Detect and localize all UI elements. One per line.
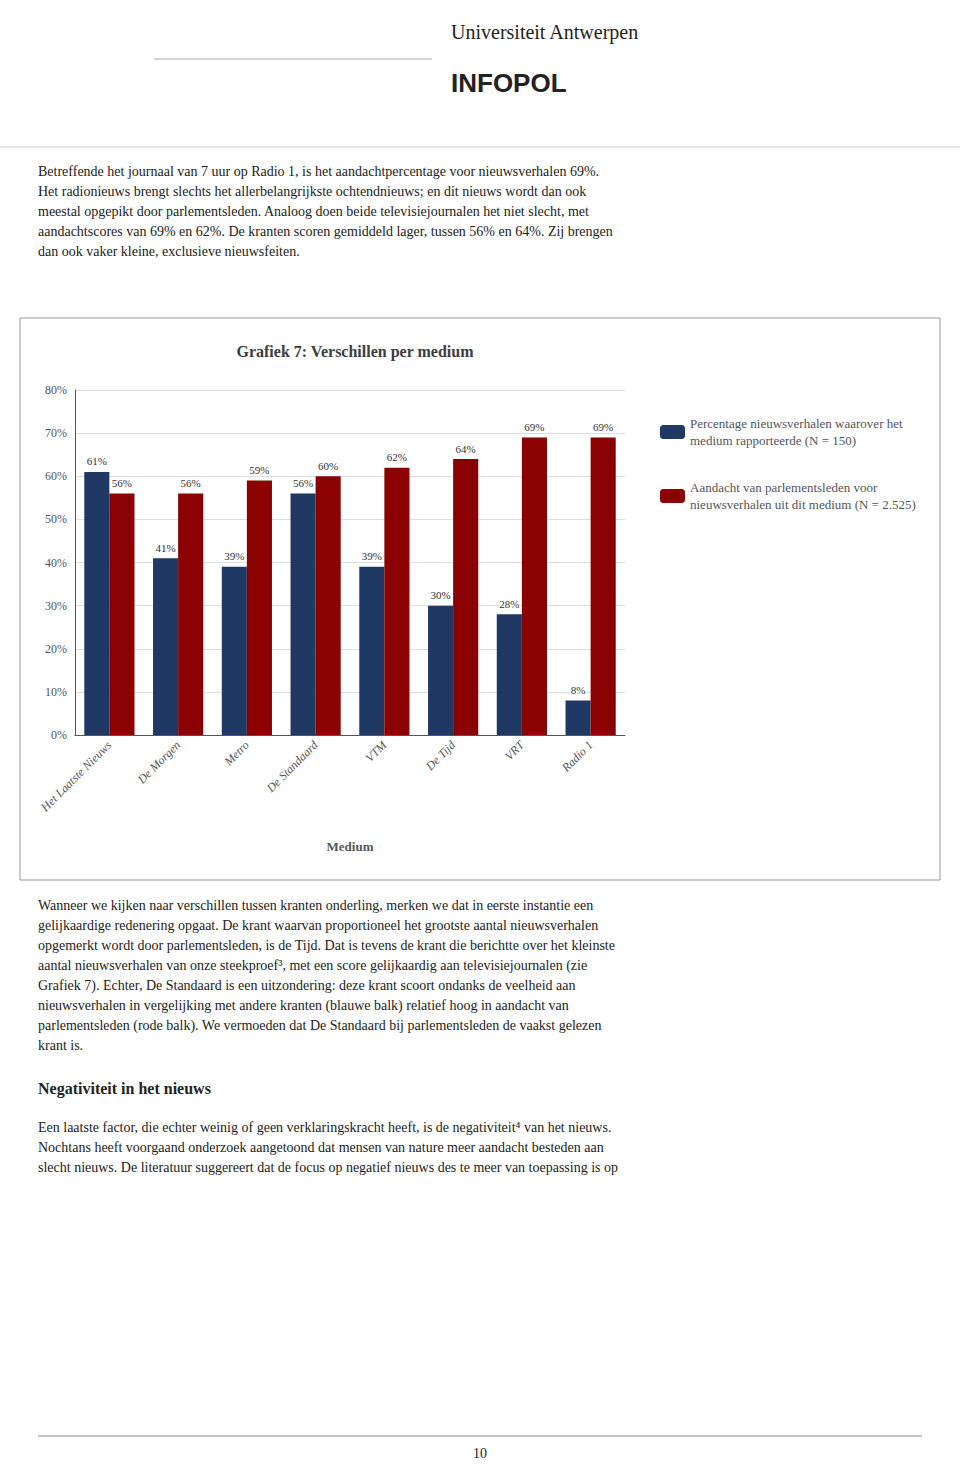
svg-text:69%: 69%	[524, 421, 544, 433]
svg-text:69%: 69%	[593, 421, 613, 433]
svg-text:slecht nieuws. De literatuur s: slecht nieuws. De literatuur suggereert …	[38, 1160, 618, 1175]
svg-text:10: 10	[473, 1446, 487, 1461]
svg-text:60%: 60%	[318, 460, 338, 472]
svg-text:nieuwsverhalen in vergelijking: nieuwsverhalen in vergelijking met ander…	[38, 998, 569, 1014]
svg-text:Het Laatste Nieuws: Het Laatste Nieuws	[37, 738, 114, 815]
svg-text:56%: 56%	[181, 477, 201, 489]
svg-text:Medium: Medium	[327, 839, 374, 854]
svg-text:nieuwsverhalen uit dit medium: nieuwsverhalen uit dit medium (N = 2.525…	[690, 497, 916, 512]
svg-text:VTM: VTM	[362, 737, 390, 765]
svg-text:70%: 70%	[45, 426, 67, 440]
svg-text:50%: 50%	[45, 512, 67, 526]
svg-text:60%: 60%	[45, 469, 67, 483]
svg-text:61%: 61%	[87, 455, 107, 467]
svg-text:40%: 40%	[45, 556, 67, 570]
svg-text:opgemerkt wordt door parlement: opgemerkt wordt door parlementsleden, is…	[38, 938, 615, 953]
svg-text:Een laatste factor, die echter: Een laatste factor, die echter weinig of…	[38, 1120, 611, 1135]
svg-text:41%: 41%	[155, 542, 175, 554]
svg-text:Negativiteit in het nieuws: Negativiteit in het nieuws	[38, 1080, 211, 1098]
svg-text:aandachtscores van 69% en 62%.: aandachtscores van 69% en 62%. De krante…	[38, 224, 613, 239]
svg-text:krant is.: krant is.	[38, 1038, 83, 1053]
svg-text:Nochtans heeft voorgaand onder: Nochtans heeft voorgaand onderzoek aange…	[38, 1140, 604, 1155]
svg-text:Betreffende het journaal van 7: Betreffende het journaal van 7 uur op Ra…	[38, 164, 599, 179]
svg-text:59%: 59%	[249, 464, 269, 476]
svg-text:Universiteit Antwerpen: Universiteit Antwerpen	[451, 21, 638, 44]
svg-text:VRT: VRT	[502, 737, 528, 763]
svg-text:30%: 30%	[430, 589, 450, 601]
svg-text:0%: 0%	[51, 728, 67, 742]
svg-text:8%: 8%	[571, 684, 586, 696]
svg-text:medium rapporteerde (N = 150): medium rapporteerde (N = 150)	[690, 433, 856, 448]
svg-text:62%: 62%	[387, 451, 407, 463]
svg-text:dan ook vaker kleine, exclusie: dan ook vaker kleine, exclusieve nieuwsf…	[38, 244, 300, 259]
svg-text:56%: 56%	[112, 477, 132, 489]
svg-text:De Morgen: De Morgen	[134, 738, 183, 787]
svg-text:gelijkaardige redenering opgaa: gelijkaardige redenering opgaat. De kran…	[38, 918, 598, 933]
svg-text:parlementsleden (rode balk). W: parlementsleden (rode balk). We vermoede…	[38, 1018, 601, 1034]
svg-text:aantal nieuwsverhalen van onze: aantal nieuwsverhalen van onze steekproe…	[38, 958, 587, 974]
svg-text:Metro: Metro	[221, 738, 252, 769]
svg-text:De Standaard: De Standaard	[263, 737, 321, 795]
svg-text:39%: 39%	[362, 550, 382, 562]
svg-text:39%: 39%	[224, 550, 244, 562]
svg-text:56%: 56%	[293, 477, 313, 489]
svg-text:80%: 80%	[45, 383, 67, 397]
svg-text:Het radionieuws brengt slechts: Het radionieuws brengt slechts het aller…	[38, 184, 586, 199]
svg-text:Grafiek 7). Echter, De Standaa: Grafiek 7). Echter, De Standaard is een …	[38, 978, 575, 994]
svg-text:De Tijd: De Tijd	[422, 737, 459, 774]
svg-text:meestal opgepikt door parlemen: meestal opgepikt door parlementsleden. A…	[38, 204, 589, 219]
svg-text:28%: 28%	[499, 598, 519, 610]
svg-text:Radio 1: Radio 1	[558, 738, 595, 775]
svg-text:Percentage nieuwsverhalen waar: Percentage nieuwsverhalen waarover het	[690, 416, 906, 431]
svg-text:Grafiek 7: Verschillen per med: Grafiek 7: Verschillen per medium	[236, 343, 474, 361]
svg-text:64%: 64%	[456, 443, 476, 455]
svg-text:20%: 20%	[45, 642, 67, 656]
svg-text:Aandacht van parlementsleden v: Aandacht van parlementsleden voor	[690, 480, 881, 495]
svg-text:INFOPOL: INFOPOL	[451, 68, 567, 98]
svg-text:10%: 10%	[45, 685, 67, 699]
svg-text:30%: 30%	[45, 599, 67, 613]
svg-text:Wanneer we kijken naar verschi: Wanneer we kijken naar verschillen tusse…	[38, 898, 593, 913]
